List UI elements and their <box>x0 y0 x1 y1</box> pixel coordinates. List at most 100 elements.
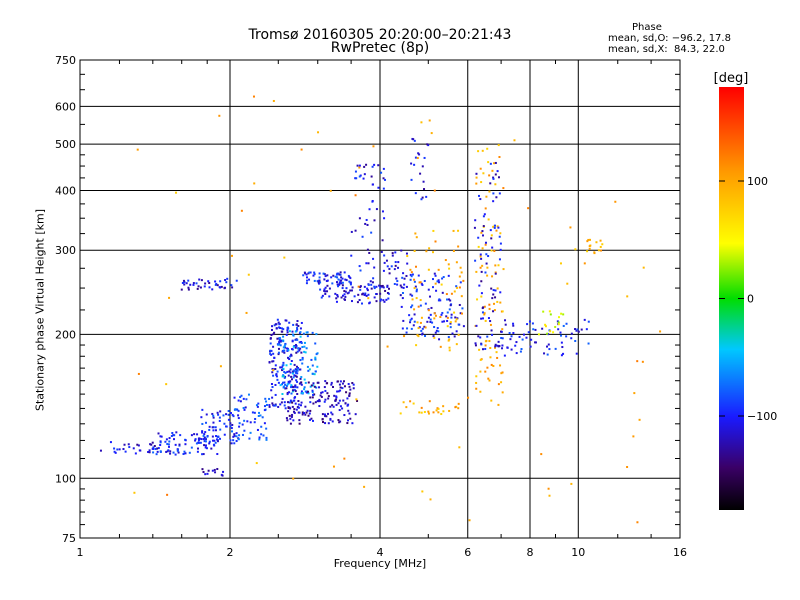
data-point <box>356 164 359 167</box>
data-point <box>455 261 458 264</box>
data-point <box>201 431 204 434</box>
chart-subtitle: RwPretec (8p) <box>330 40 430 56</box>
data-point <box>419 281 422 284</box>
data-point <box>414 285 417 288</box>
data-point <box>137 372 140 375</box>
data-point <box>474 259 477 262</box>
data-point <box>493 224 496 227</box>
data-point <box>494 296 497 299</box>
data-point <box>548 310 551 313</box>
data-point <box>271 360 274 363</box>
data-point <box>454 316 457 319</box>
data-point <box>269 352 272 355</box>
data-point <box>358 166 361 169</box>
data-point <box>425 195 428 198</box>
data-point <box>307 381 310 384</box>
data-point <box>436 327 439 330</box>
data-point <box>301 356 304 359</box>
data-point <box>293 399 296 402</box>
data-point <box>348 392 351 395</box>
data-point <box>294 402 297 405</box>
data-point <box>338 383 341 386</box>
data-point <box>185 282 188 285</box>
data-point <box>344 290 347 293</box>
data-point <box>290 359 293 362</box>
data-point <box>283 256 286 259</box>
data-point <box>276 318 279 321</box>
data-point <box>499 232 502 235</box>
data-point <box>296 406 299 409</box>
data-point <box>420 406 423 409</box>
data-point <box>296 368 299 371</box>
x-tick-label: 10 <box>571 546 585 559</box>
data-point <box>297 347 300 350</box>
data-point <box>305 331 308 334</box>
data-point <box>409 319 412 322</box>
data-point <box>419 299 422 302</box>
data-point <box>299 359 302 362</box>
data-point <box>313 385 316 388</box>
data-point <box>383 300 386 303</box>
data-point <box>540 453 543 456</box>
data-point <box>358 217 361 220</box>
data-point <box>278 339 281 342</box>
data-point <box>165 450 168 453</box>
data-point <box>560 354 563 357</box>
data-point <box>458 446 461 449</box>
data-point <box>323 413 326 416</box>
data-point <box>520 348 523 351</box>
data-point <box>386 284 389 287</box>
data-point <box>286 383 289 386</box>
data-point <box>400 249 403 252</box>
data-point <box>445 293 448 296</box>
data-point <box>528 320 531 323</box>
data-point <box>306 331 309 334</box>
data-point <box>394 264 397 267</box>
y-tick-label: 100 <box>55 472 76 485</box>
data-point <box>481 230 484 233</box>
data-point <box>529 345 532 348</box>
data-point <box>326 290 329 293</box>
data-point <box>328 287 331 290</box>
data-point <box>272 333 275 336</box>
data-point <box>359 285 362 288</box>
data-point <box>547 487 550 490</box>
data-point <box>293 396 296 399</box>
data-point <box>347 382 350 385</box>
data-point <box>475 172 478 175</box>
data-point <box>302 332 305 335</box>
data-point <box>295 351 298 354</box>
data-point <box>659 330 662 333</box>
data-point <box>199 286 202 289</box>
data-point <box>492 176 495 179</box>
data-point <box>314 401 317 404</box>
data-point <box>329 189 332 192</box>
data-point <box>487 255 490 258</box>
data-point <box>440 283 443 286</box>
data-point <box>270 389 273 392</box>
data-point <box>492 192 495 195</box>
data-point <box>331 385 334 388</box>
data-point <box>285 333 288 336</box>
data-point <box>296 380 299 383</box>
data-point <box>200 416 203 419</box>
data-point <box>531 322 534 325</box>
data-point <box>203 436 206 439</box>
data-point <box>357 285 360 288</box>
data-point <box>292 345 295 348</box>
data-point <box>279 326 282 329</box>
data-point <box>438 298 441 301</box>
data-point <box>477 194 480 197</box>
data-point <box>300 401 303 404</box>
data-point <box>488 174 491 177</box>
data-point <box>477 335 480 338</box>
data-point <box>300 390 303 393</box>
data-point <box>220 285 223 288</box>
data-point <box>286 391 289 394</box>
data-point <box>474 344 477 347</box>
data-point <box>493 250 496 253</box>
data-point <box>296 328 299 331</box>
data-point <box>420 329 423 332</box>
data-point <box>283 351 286 354</box>
data-point <box>424 326 427 329</box>
